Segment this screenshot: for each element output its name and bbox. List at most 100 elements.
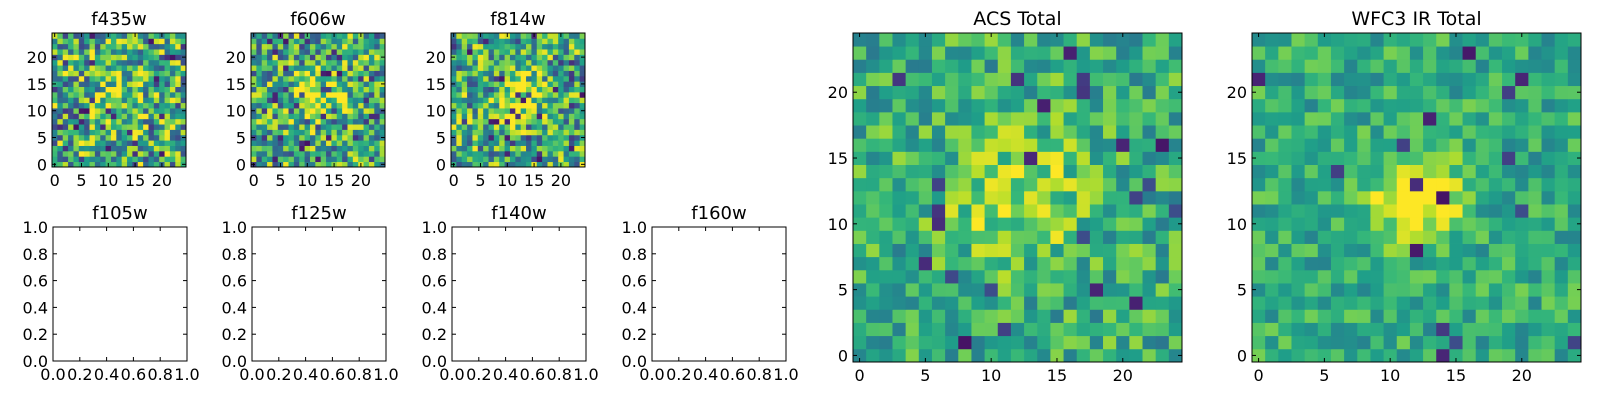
- heatmap-cell: [1089, 348, 1104, 363]
- heatmap-cell: [89, 91, 96, 98]
- heatmap-cell: [493, 49, 500, 55]
- heatmap-cell: [1462, 98, 1477, 113]
- heatmap-cell: [315, 65, 322, 71]
- heatmap-cell: [892, 138, 907, 152]
- heatmap-cell: [121, 156, 128, 163]
- heatmap-cell: [579, 38, 586, 45]
- heatmap-cell: [1142, 33, 1157, 47]
- x-tick-label: 0.4: [493, 365, 518, 384]
- heatmap-cell: [1515, 217, 1529, 231]
- heatmap-cell: [1063, 296, 1078, 310]
- heatmap-cell: [958, 111, 972, 126]
- heatmap-cell: [164, 161, 171, 168]
- heatmap-cell: [552, 145, 559, 152]
- heatmap-cell: [331, 91, 338, 98]
- heatmap-cell: [148, 75, 155, 82]
- heatmap-cell: [971, 230, 985, 244]
- x-tick-label: 0.6: [320, 365, 345, 384]
- heatmap-cell: [1304, 98, 1319, 113]
- heatmap-cell: [84, 97, 90, 104]
- x-tick-label: 15: [324, 171, 344, 190]
- heatmap-cell: [563, 102, 570, 109]
- x-tick-label: 0.0: [40, 365, 65, 384]
- heatmap-cell: [347, 91, 354, 98]
- heatmap-cell: [293, 156, 300, 163]
- heatmap-cell: [984, 59, 999, 73]
- heatmap-cell: [579, 97, 586, 104]
- heatmap-cell: [68, 81, 74, 87]
- heatmap-cell: [1344, 164, 1358, 179]
- heatmap-cell: [272, 113, 279, 120]
- heatmap-cell: [137, 113, 144, 120]
- heatmap-cell: [153, 161, 160, 168]
- heatmap-cell: [1370, 322, 1384, 337]
- heatmap-cell: [504, 118, 511, 125]
- heatmap-cell: [461, 124, 468, 130]
- heatmap-cell: [267, 33, 273, 39]
- heatmap-cell: [121, 145, 128, 152]
- heatmap-cell: [568, 81, 575, 87]
- heatmap-cell: [1567, 46, 1582, 60]
- heatmap-cell: [1050, 348, 1064, 363]
- heatmap-cell: [1488, 348, 1503, 363]
- x-tick-label: 0.8: [147, 365, 172, 384]
- heatmap-cell: [1383, 204, 1398, 218]
- heatmap-cell: [1291, 269, 1306, 284]
- heatmap-cell: [293, 38, 300, 45]
- heatmap-cell: [288, 124, 295, 130]
- heatmap-cell: [879, 164, 893, 179]
- heatmap-cell: [451, 102, 457, 109]
- heatmap-cell: [931, 72, 946, 87]
- heatmap-cell: [315, 75, 322, 82]
- heatmap-cell: [283, 102, 289, 109]
- heatmap-cell: [1076, 269, 1091, 284]
- heatmap-cell: [137, 59, 144, 66]
- heatmap-cell: [526, 108, 532, 114]
- heatmap-cell: [1330, 296, 1345, 310]
- heatmap-cell: [879, 217, 893, 231]
- heatmap-cell: [997, 46, 1012, 60]
- heatmap-cell: [148, 49, 155, 55]
- heatmap-cell: [288, 113, 295, 120]
- heatmap-cell: [461, 75, 468, 82]
- heatmap-cell: [1475, 177, 1490, 192]
- heatmap-cell: [89, 86, 96, 93]
- x-tick-label: 20: [152, 171, 172, 190]
- heatmap-cell: [110, 124, 117, 130]
- heatmap-cell: [467, 124, 473, 130]
- heatmap-cell: [1116, 59, 1130, 73]
- heatmap-cell: [574, 124, 581, 130]
- heatmap-cell: [326, 102, 332, 109]
- heatmap-cell: [347, 161, 354, 168]
- heatmap-cell: [374, 113, 381, 120]
- heatmap-cell: [315, 70, 322, 77]
- x-tick-label: 0: [449, 171, 459, 190]
- heatmap-cell: [1265, 46, 1279, 60]
- heatmap-cell: [1567, 190, 1582, 205]
- y-tick-label: 0: [436, 155, 446, 174]
- heatmap-cell: [504, 38, 511, 45]
- heatmap-cell: [379, 86, 386, 93]
- heatmap-cell: [1317, 98, 1332, 113]
- heatmap-cell: [1317, 309, 1332, 323]
- heatmap-cell: [1265, 72, 1279, 87]
- heatmap-cell: [363, 161, 370, 168]
- heatmap-cell: [175, 81, 182, 87]
- heatmap-cell: [94, 161, 101, 168]
- heatmap-cell: [483, 33, 489, 39]
- heatmap-cell: [299, 129, 305, 136]
- heatmap-cell: [175, 145, 182, 152]
- heatmap-cell: [288, 43, 295, 50]
- heatmap-cell: [121, 65, 128, 71]
- heatmap-cell: [309, 38, 316, 45]
- heatmap-cell: [1541, 230, 1556, 244]
- heatmap-cell: [958, 322, 972, 337]
- heatmap-cell: [509, 75, 516, 82]
- heatmap-cell: [1383, 348, 1398, 363]
- heatmap-cell: [110, 38, 117, 45]
- heatmap-cell: [558, 75, 564, 82]
- heatmap-cell: [137, 124, 144, 130]
- heatmap-cell: [1515, 164, 1529, 179]
- heatmap-cell: [866, 164, 880, 179]
- heatmap-cell: [293, 102, 300, 109]
